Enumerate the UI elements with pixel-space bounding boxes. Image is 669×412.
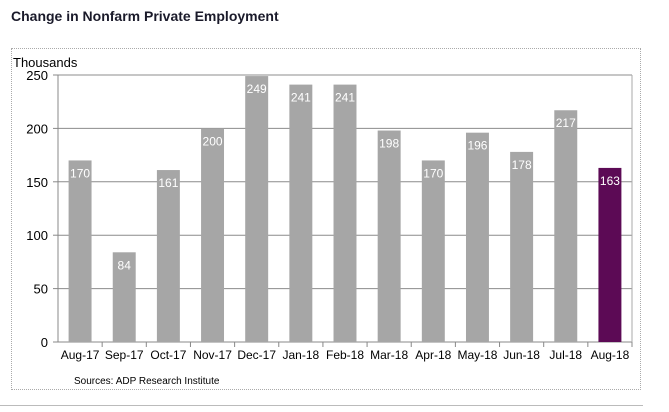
data-label: 241 [291, 91, 311, 105]
bar-Feb-18 [333, 84, 357, 342]
data-label: 170 [423, 166, 443, 180]
y-tick-label: 250 [26, 68, 48, 83]
data-label: 161 [158, 176, 178, 190]
bar-Jul-18 [554, 110, 578, 342]
data-label: 196 [467, 139, 487, 153]
x-tick-label: Apr-18 [415, 348, 451, 362]
data-label: 84 [118, 258, 132, 272]
x-tick-label: Jun-18 [503, 348, 540, 362]
data-label: 200 [203, 134, 223, 148]
y-tick-label: 0 [41, 335, 48, 350]
bar-Nov-17 [201, 128, 225, 342]
data-label: 178 [512, 158, 532, 172]
y-tick-label: 150 [26, 175, 48, 190]
bar-Jan-18 [289, 84, 313, 342]
bar-Jun-18 [510, 151, 534, 342]
bar-Aug-17 [68, 160, 92, 342]
data-label: 217 [556, 116, 576, 130]
y-tick-label: 100 [26, 228, 48, 243]
data-label: 249 [247, 82, 267, 96]
x-tick-label: Aug-18 [591, 348, 630, 362]
x-tick-label: Dec-17 [237, 348, 276, 362]
x-tick-label: Jan-18 [282, 348, 319, 362]
bar-Dec-17 [245, 76, 269, 343]
x-tick-label: Feb-18 [326, 348, 364, 362]
y-axis-label: Thousands [13, 55, 78, 70]
bar-May-18 [465, 132, 489, 342]
bar-Mar-18 [377, 130, 401, 342]
x-tick-label: Mar-18 [370, 348, 408, 362]
divider [0, 405, 643, 406]
x-tick-label: Sep-17 [105, 348, 144, 362]
data-label: 170 [70, 166, 90, 180]
chart-frame [11, 48, 641, 390]
chart-title: Change in Nonfarm Private Employment [11, 8, 279, 24]
bar-Aug-18 [598, 167, 622, 342]
y-tick-label: 200 [26, 121, 48, 136]
x-tick-label: Oct-17 [150, 348, 186, 362]
data-label: 163 [600, 174, 620, 188]
bar-Apr-18 [421, 160, 445, 342]
y-tick-label: 50 [34, 282, 48, 297]
x-tick-label: May-18 [457, 348, 497, 362]
x-tick-label: Aug-17 [61, 348, 100, 362]
data-label: 241 [335, 91, 355, 105]
bar-Oct-17 [156, 170, 180, 342]
data-label: 198 [379, 137, 399, 151]
bar-Sep-17 [112, 252, 136, 342]
x-tick-label: Jul-18 [549, 348, 582, 362]
source-note: Sources: ADP Research Institute [74, 376, 220, 387]
x-tick-label: Nov-17 [193, 348, 232, 362]
